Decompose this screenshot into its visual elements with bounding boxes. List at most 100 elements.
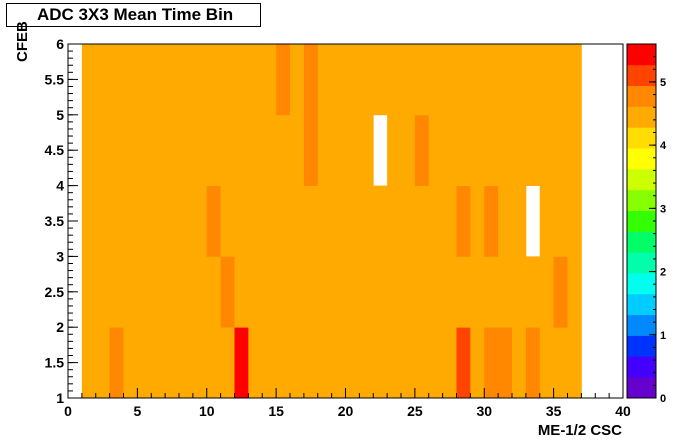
heatmap-cell — [248, 114, 263, 186]
heatmap-cell — [123, 327, 138, 399]
heatmap-cell — [248, 256, 263, 328]
heatmap-cell — [234, 256, 249, 328]
heatmap-cell — [109, 114, 124, 186]
heatmap-cell — [276, 44, 291, 116]
heatmap-cell — [331, 44, 346, 116]
colorbar-swatch — [627, 377, 656, 399]
colorbar-swatch — [627, 85, 656, 107]
heatmap-cell — [470, 114, 485, 186]
heatmap-cell — [262, 327, 277, 399]
heatmap-cell — [428, 327, 444, 399]
heatmap-cell — [137, 44, 152, 116]
heatmap-cell — [95, 44, 111, 116]
heatmap-cell — [456, 256, 471, 328]
colorbar-tick-label: 4 — [660, 140, 667, 152]
y-tick-label: 2.5 — [45, 284, 65, 300]
heatmap-cell — [359, 44, 374, 116]
heatmap-cell — [442, 44, 457, 116]
heatmap-cell — [401, 114, 416, 186]
heatmap-cell — [179, 114, 194, 186]
heatmap-cell — [498, 327, 513, 399]
heatmap-cell — [387, 185, 402, 257]
heatmap-cell — [109, 256, 124, 328]
x-tick-label: 35 — [546, 403, 562, 419]
heatmap-cell — [276, 256, 291, 328]
heatmap-cell — [387, 327, 402, 399]
heatmap-cell — [456, 114, 471, 186]
heatmap-cell — [553, 114, 568, 186]
y-tick-label: 1.5 — [45, 355, 65, 371]
heatmap-cell — [470, 327, 485, 399]
colorbar-swatch — [627, 210, 656, 232]
heatmap-cell — [303, 185, 319, 257]
heatmap-cell — [498, 114, 513, 186]
heatmap-cell — [512, 185, 527, 257]
chart-title: ADC 3X3 Mean Time Bin — [6, 3, 261, 27]
heatmap-cell — [401, 327, 416, 399]
y-tick-label: 2 — [56, 319, 64, 335]
heatmap-cell — [137, 114, 152, 186]
heatmap-cell — [414, 327, 430, 399]
y-tick-label: 4.5 — [45, 142, 65, 158]
heatmap-cell — [498, 185, 513, 257]
heatmap-cell — [525, 256, 541, 328]
heatmap-cell — [331, 114, 346, 186]
heatmap-cell — [414, 256, 430, 328]
heatmap-cell — [220, 185, 235, 257]
heatmap-cell — [123, 185, 138, 257]
heatmap-cell — [165, 185, 180, 257]
y-tick-label: 6 — [56, 36, 64, 52]
heatmap-cell — [567, 114, 582, 186]
y-tick-label: 4 — [56, 178, 64, 194]
heatmap-cell — [401, 256, 416, 328]
heatmap-cell — [331, 256, 346, 328]
colorbar-tick-label: 3 — [660, 203, 666, 215]
heatmap-cell — [234, 114, 249, 186]
heatmap-cell — [81, 114, 97, 186]
heatmap-cell — [498, 44, 513, 116]
heatmap-cell — [428, 256, 444, 328]
heatmap-cell — [331, 327, 346, 399]
heatmap-cell — [290, 114, 305, 186]
heatmap-cell — [539, 114, 555, 186]
heatmap-cell — [428, 185, 444, 257]
heatmap-cell — [401, 185, 416, 257]
heatmap-cell — [234, 44, 249, 116]
heatmap-cell — [192, 185, 208, 257]
heatmap-cell — [484, 185, 499, 257]
colorbar-swatch — [627, 148, 656, 170]
heatmap-cell — [179, 327, 194, 399]
heatmap-cell — [290, 327, 305, 399]
colorbar-swatch — [627, 293, 656, 316]
heatmap-cell — [359, 185, 374, 257]
heatmap-cell — [290, 185, 305, 257]
heatmap-cell — [303, 44, 319, 116]
x-tick-label: 10 — [199, 403, 215, 419]
colorbar-swatch — [627, 127, 656, 149]
heatmap-cell — [95, 114, 111, 186]
heatmap-cell — [234, 185, 249, 257]
heatmap-cell — [151, 185, 166, 257]
heatmap-cell — [137, 327, 152, 399]
heatmap-cell — [317, 114, 333, 186]
heatmap-cell — [192, 327, 208, 399]
colorbar-swatch — [627, 252, 656, 274]
heatmap-cell — [470, 185, 485, 257]
heatmap-cell — [165, 327, 180, 399]
x-tick-label: 5 — [133, 403, 141, 419]
heatmap-cell — [373, 256, 388, 328]
heatmap-cell — [262, 185, 277, 257]
heatmap-cell — [303, 114, 319, 186]
heatmap-cell — [317, 185, 333, 257]
heatmap-cell — [567, 185, 582, 257]
heatmap-cell — [109, 327, 124, 399]
heatmap-cell — [414, 114, 430, 186]
colorbar-swatch — [627, 44, 656, 66]
heatmap-cell — [387, 114, 402, 186]
heatmap-cell — [331, 185, 346, 257]
heatmap-cell — [442, 114, 457, 186]
heatmap-cell — [151, 327, 166, 399]
heatmap-cell — [206, 44, 222, 116]
heatmap-cell — [165, 114, 180, 186]
